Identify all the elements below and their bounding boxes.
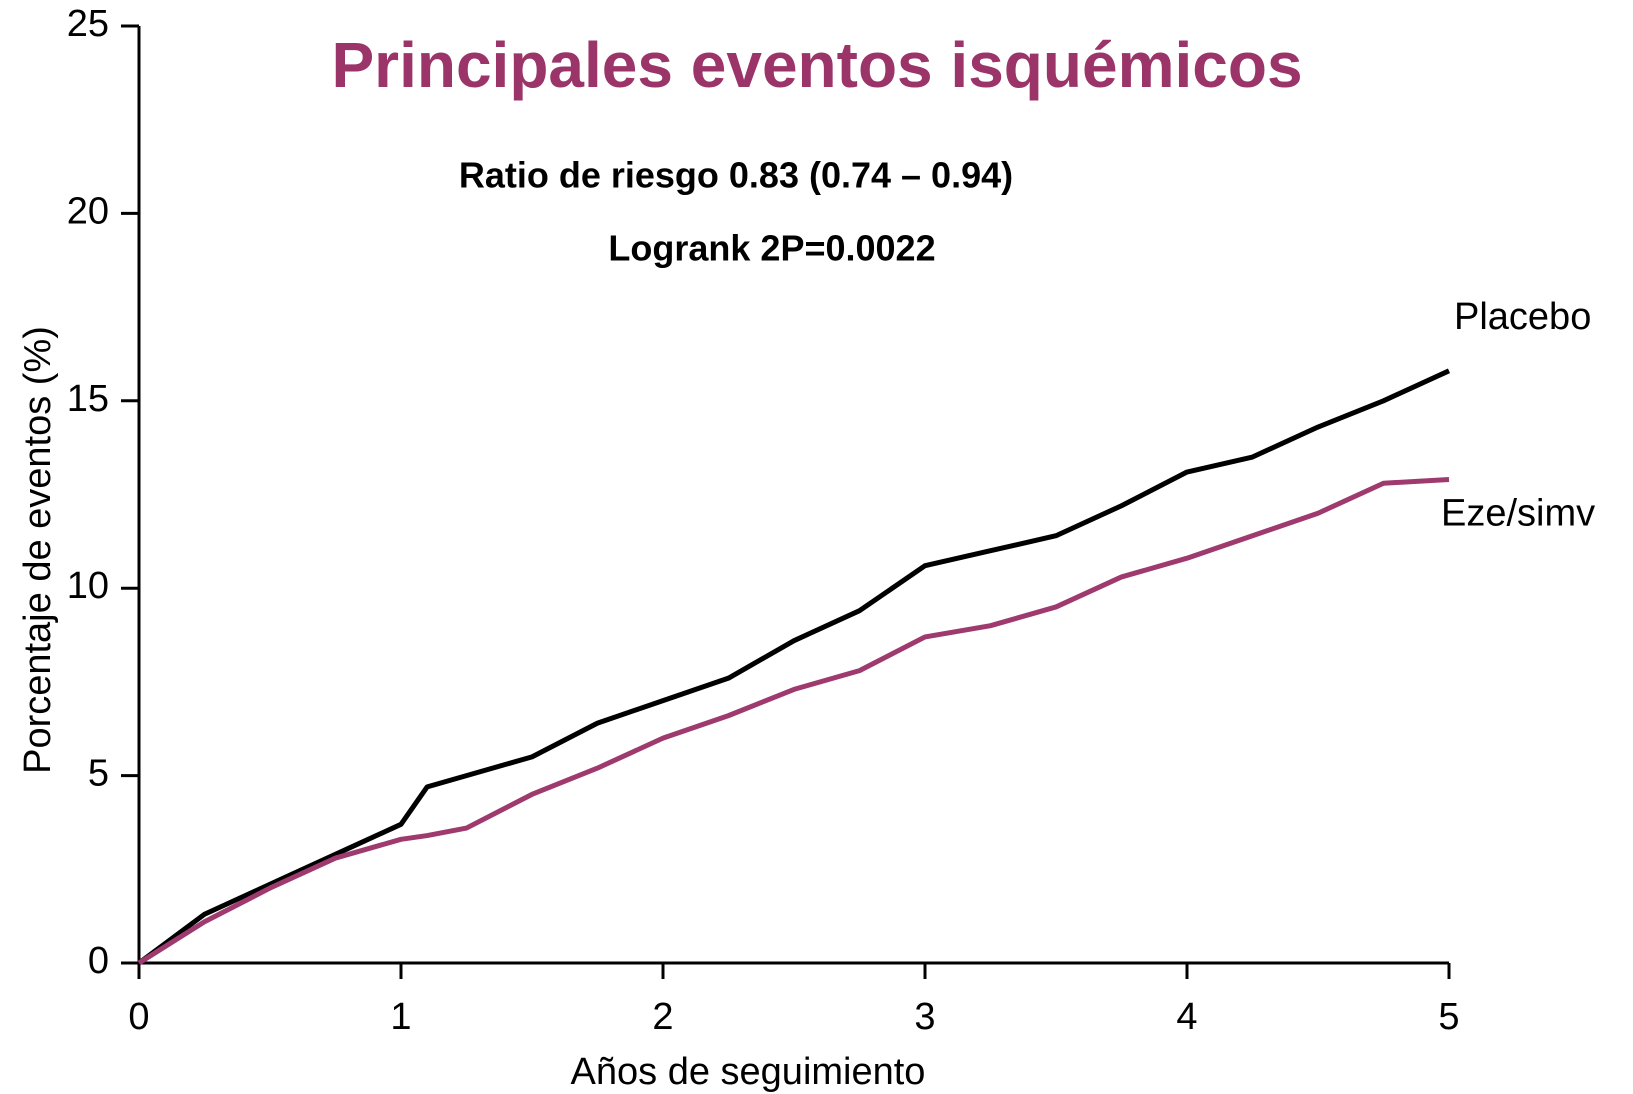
x-tick-label: 1 (390, 996, 411, 1038)
y-tick-label: 20 (67, 190, 109, 232)
y-axis-label: Porcentaje de eventos (%) (17, 326, 59, 774)
series-label: Placebo (1454, 296, 1591, 338)
x-tick-label: 0 (128, 996, 149, 1038)
x-tick-label: 4 (1176, 996, 1197, 1038)
x-tick-label: 5 (1438, 996, 1459, 1038)
y-tick-label: 10 (67, 565, 109, 607)
y-tick-label: 0 (88, 940, 109, 982)
x-tick-label: 3 (914, 996, 935, 1038)
series-line (137, 368, 1451, 966)
series-line (137, 477, 1450, 966)
annotation: Logrank 2P=0.0022 (608, 228, 935, 269)
y-tick-label: 5 (88, 753, 109, 795)
x-tick-label: 2 (652, 996, 673, 1038)
y-tick-label: 25 (67, 3, 109, 45)
chart-title: Principales eventos isquémicos (331, 29, 1302, 101)
annotation: Ratio de riesgo 0.83 (0.74 – 0.94) (459, 155, 1013, 196)
series-label: Eze/simv (1441, 493, 1595, 535)
y-tick-label: 15 (67, 378, 109, 420)
x-axis-label: Años de seguimiento (571, 1051, 926, 1093)
